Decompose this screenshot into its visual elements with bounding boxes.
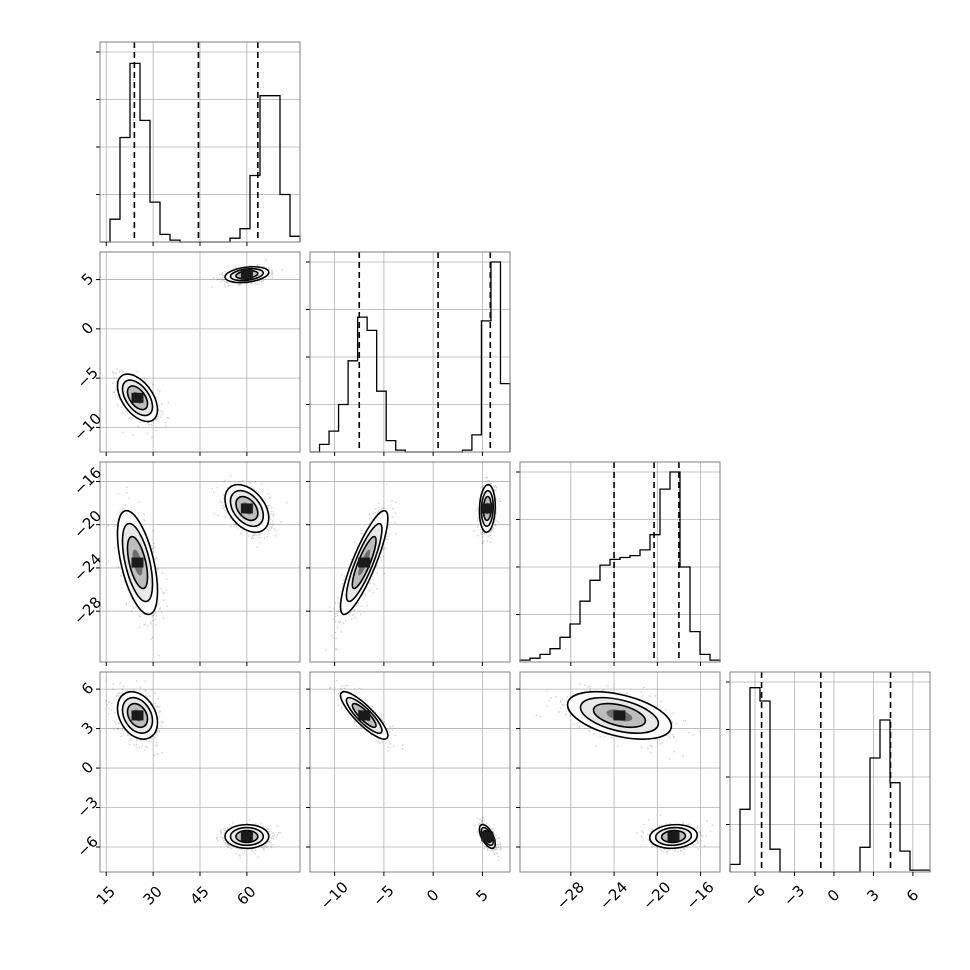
scatter-panel-3-2 bbox=[516, 671, 721, 876]
x-tick-label: −24 bbox=[596, 878, 631, 913]
scatter-panel-1-0 bbox=[96, 251, 301, 456]
axes-frame bbox=[519, 671, 721, 873]
y-tick-label: 6 bbox=[78, 679, 97, 698]
axes-frame bbox=[309, 671, 511, 873]
density-core bbox=[358, 557, 371, 568]
panel-content bbox=[111, 259, 284, 438]
density-core bbox=[131, 557, 144, 568]
x-tick-label: −5 bbox=[369, 881, 397, 909]
axes-frame bbox=[309, 461, 511, 663]
x-tick-label: −6 bbox=[740, 881, 768, 909]
y-tick-label: 0 bbox=[78, 319, 97, 338]
x-tick-label: 45 bbox=[187, 883, 213, 909]
y-tick-label: −5 bbox=[73, 364, 101, 392]
x-tick-label: −10 bbox=[317, 878, 352, 913]
density-core bbox=[131, 392, 144, 403]
density-core bbox=[358, 710, 371, 721]
density-core bbox=[481, 831, 494, 842]
y-tick-label: 5 bbox=[78, 269, 97, 288]
x-tick-label: 0 bbox=[423, 886, 442, 905]
histogram-panel-2 bbox=[516, 461, 721, 666]
axes-frame bbox=[729, 671, 931, 873]
histogram-step-1 bbox=[310, 261, 511, 453]
axes-frame bbox=[309, 251, 511, 453]
density-core bbox=[613, 710, 626, 721]
panel-content bbox=[535, 683, 714, 855]
y-tick-label: 0 bbox=[78, 758, 97, 777]
x-tick-label: −28 bbox=[553, 878, 588, 913]
histogram-step-2 bbox=[519, 471, 721, 662]
panel-content bbox=[105, 679, 281, 859]
x-tick-label: 30 bbox=[140, 883, 166, 909]
density-core bbox=[481, 503, 494, 514]
y-tick-label: −3 bbox=[73, 793, 101, 821]
x-tick-label: 15 bbox=[93, 883, 119, 909]
x-tick-label: 60 bbox=[233, 883, 259, 909]
density-core bbox=[240, 831, 253, 842]
y-tick-label: −6 bbox=[73, 832, 101, 860]
scatter-panel-2-1 bbox=[306, 461, 511, 666]
x-tick-label: −3 bbox=[780, 881, 808, 909]
histogram-panel-1 bbox=[306, 251, 511, 456]
density-core bbox=[240, 269, 253, 280]
density-core bbox=[240, 503, 253, 514]
x-tick-label: 3 bbox=[863, 886, 882, 905]
histogram-panel-0 bbox=[96, 41, 301, 246]
x-tick-label: 0 bbox=[824, 886, 843, 905]
axes-frame bbox=[519, 461, 721, 663]
scatter-panel-3-1 bbox=[306, 671, 511, 876]
density-core bbox=[131, 710, 144, 721]
scatter-panel-2-0 bbox=[96, 461, 301, 666]
x-tick-label: −16 bbox=[683, 878, 718, 913]
density-core bbox=[667, 831, 680, 842]
x-tick-label: 6 bbox=[903, 886, 922, 905]
x-tick-label: 5 bbox=[472, 886, 491, 905]
panel-content bbox=[324, 476, 502, 651]
panel-content bbox=[107, 475, 288, 656]
panel-content bbox=[329, 680, 502, 861]
histogram-panel-3 bbox=[726, 671, 931, 876]
y-tick-label: 3 bbox=[78, 718, 97, 737]
scatter-panel-3-0 bbox=[96, 671, 301, 876]
histogram-step-3 bbox=[729, 687, 931, 873]
x-tick-label: −20 bbox=[639, 878, 674, 913]
